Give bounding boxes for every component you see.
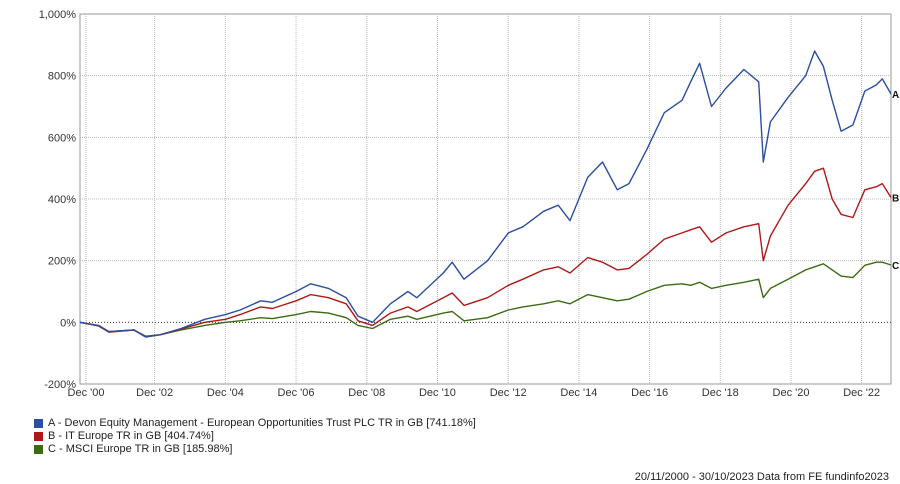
series-line-a [79,50,892,338]
y-tick-label: 600% [48,132,76,144]
x-tick-label: Dec '06 [278,387,315,399]
series-end-label: C [892,261,899,272]
series-end-label: A [892,90,899,101]
legend-label-c: C - MSCI Europe TR in GB [185.98%] [48,443,233,455]
legend-label-b: B - IT Europe TR in GB [404.74%] [48,430,214,442]
data-source-footer: 20/11/2000 - 30/10/2023 Data from FE fun… [634,471,889,483]
series-line-c [79,261,892,337]
x-tick-label: Dec '10 [419,387,456,399]
grid-layer [80,14,891,384]
x-tick-label: Dec '12 [490,387,527,399]
x-tick-label: Dec '18 [702,387,739,399]
legend: A - Devon Equity Management - European O… [34,417,476,456]
y-tick-label: 800% [48,71,76,83]
legend-label-a: A - Devon Equity Management - European O… [48,417,476,429]
legend-swatch-b [34,432,43,441]
series-layer [79,50,892,338]
y-tick-label: 400% [48,194,76,206]
legend-item-c: C - MSCI Europe TR in GB [185.98%] [34,443,476,456]
series-line-b [79,167,892,338]
x-tick-label: Dec '20 [773,387,810,399]
x-tick-label: Dec '22 [843,387,880,399]
legend-swatch-a [34,419,43,428]
y-tick-label: 1,000% [39,9,77,21]
y-tick-label: 0% [60,317,76,329]
legend-item-a: A - Devon Equity Management - European O… [34,417,476,430]
y-tick-label: -200% [44,379,76,391]
plot-area [79,13,892,385]
series-end-label: B [892,193,899,204]
x-tick-label: Dec '00 [68,387,105,399]
y-tick-label: 200% [48,256,76,268]
x-tick-label: Dec '14 [560,387,597,399]
x-tick-label: Dec '02 [136,387,173,399]
legend-swatch-c [34,445,43,454]
x-tick-label: Dec '08 [348,387,385,399]
label-layer: 1,000% 800% 600% 400% 200% 0% -200%Dec '00 Dec … [39,9,900,399]
x-tick-label: Dec '04 [207,387,244,399]
x-tick-label: Dec '16 [631,387,668,399]
legend-item-b: B - IT Europe TR in GB [404.74%] [34,430,476,443]
